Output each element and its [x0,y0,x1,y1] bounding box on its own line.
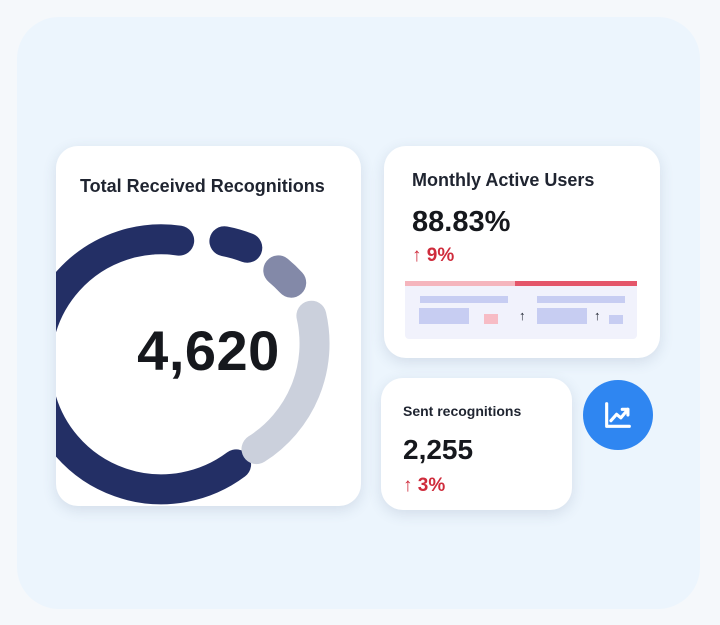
total-recognitions-value: 4,620 [137,319,280,382]
recognitions-donut-chart [56,224,330,505]
mini-placeholder-bar [420,296,508,303]
total-recognitions-title: Total Received Recognitions [80,176,325,196]
mini-placeholder-block [537,308,587,324]
donut-segment-muted [263,255,307,298]
mau-value: 88.83% [412,206,511,238]
trending-up-icon [605,402,631,428]
mini-placeholder-bar [537,296,625,303]
mini-placeholder-block [419,308,469,324]
donut-segment-primary [56,224,252,505]
total-recognitions-card: Total Received Recognitions 4,620 [56,146,361,506]
donut-segment-dark-small [209,226,263,263]
monthly-active-users-card: Monthly Active Users 88.83% ↑ 9% ↑ ↑ [384,146,660,358]
trend-button[interactable] [583,380,653,450]
mini-placeholder-pink [484,314,498,324]
arrow-up-icon: ↑ [594,308,601,323]
sent-recognitions-card: Sent recognitions 2,255 ↑ 3% [381,378,572,510]
sent-recognitions-delta: ↑ 3% [403,475,446,496]
donut-segment-track [241,300,330,465]
mini-table-header-left [405,281,515,286]
arrow-up-icon: ↑ [519,308,526,323]
sent-recognitions-value: 2,255 [403,434,474,465]
mau-title: Monthly Active Users [412,170,595,190]
mini-placeholder-block [609,315,623,324]
mini-table-header-right [515,281,637,286]
mau-mini-table-preview: ↑ ↑ [405,281,637,339]
sent-recognitions-title: Sent recognitions [403,403,522,419]
mau-delta: ↑ 9% [412,245,455,266]
